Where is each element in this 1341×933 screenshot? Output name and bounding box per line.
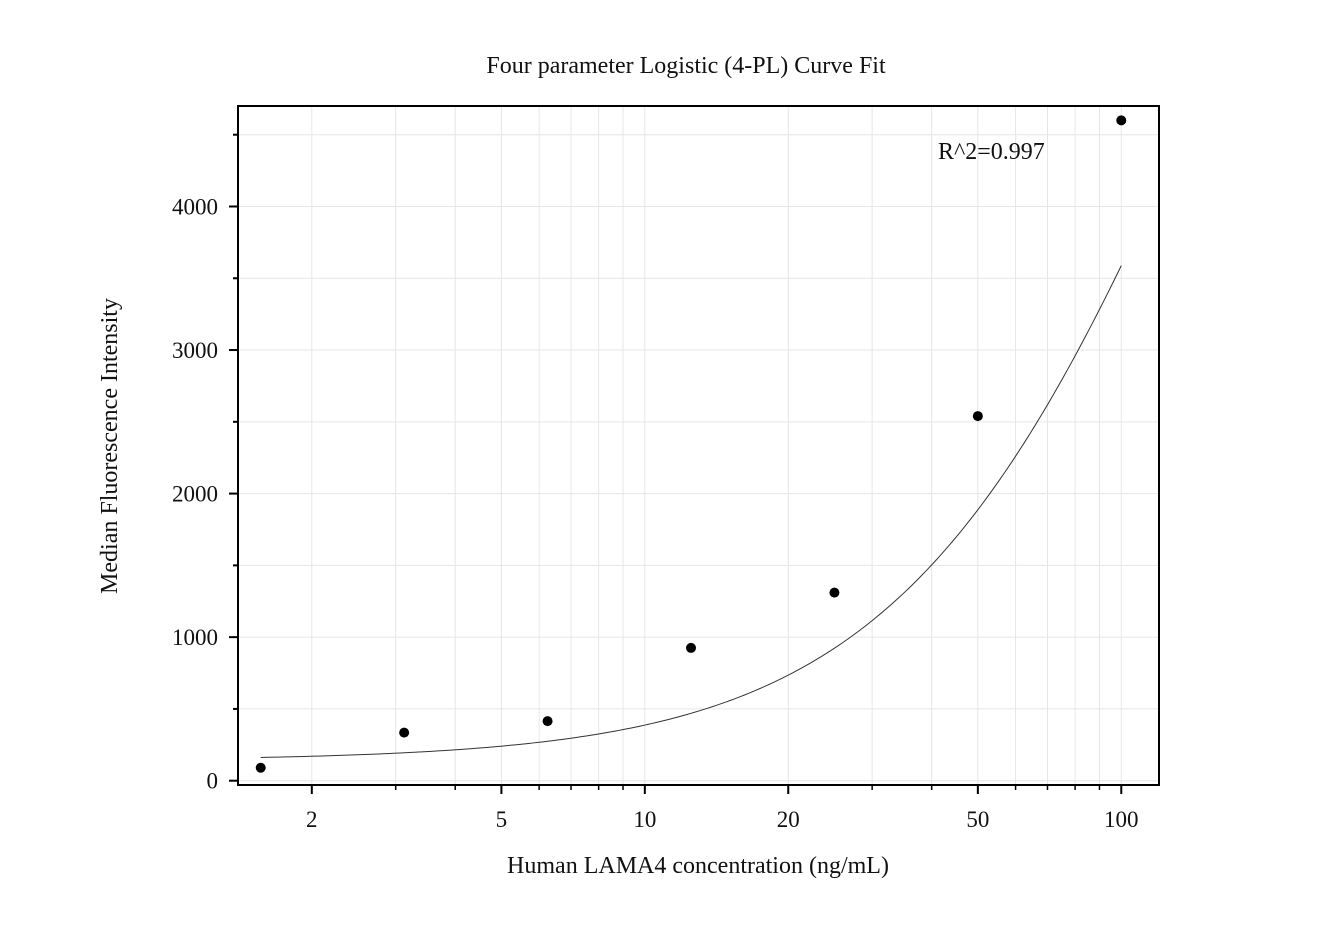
y-tick-label: 3000 — [172, 338, 218, 363]
data-point — [542, 716, 553, 727]
fit-curve — [260, 265, 1122, 758]
data-points — [255, 115, 1127, 773]
data-point — [685, 642, 696, 653]
grid — [238, 106, 1159, 785]
data-point — [829, 587, 840, 598]
data-point — [972, 411, 983, 422]
data-point — [255, 762, 266, 773]
x-tick-label: 10 — [633, 807, 656, 832]
x-tick-label: 20 — [777, 807, 800, 832]
x-tick-label: 50 — [966, 807, 989, 832]
data-point — [399, 727, 410, 738]
x-tick-label: 100 — [1104, 807, 1139, 832]
plot-frame — [237, 105, 1160, 786]
y-axis-label: Median Fluorescence Intensity — [97, 298, 123, 594]
x-tick-label: 2 — [306, 807, 318, 832]
y-tick-label: 4000 — [172, 194, 218, 219]
x-axis-label: Human LAMA4 concentration (ng/mL) — [507, 853, 889, 879]
chart-title: Four parameter Logistic (4-PL) Curve Fit — [486, 53, 886, 79]
y-tick-label: 0 — [207, 769, 219, 794]
y-tick-label: 1000 — [172, 625, 218, 650]
data-point — [1116, 115, 1127, 126]
r-squared-annotation: R^2=0.997 — [938, 139, 1045, 165]
y-tick-label: 2000 — [172, 482, 218, 507]
x-tick-label: 5 — [496, 807, 508, 832]
axis-ticks — [229, 133, 1123, 794]
